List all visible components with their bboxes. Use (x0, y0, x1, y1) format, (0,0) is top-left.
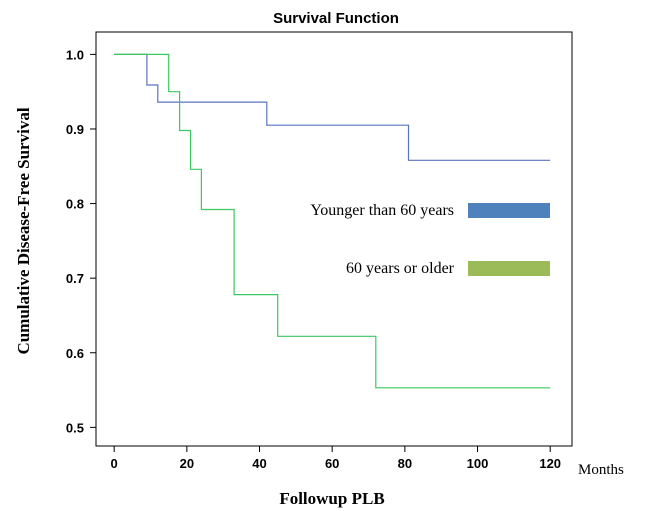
y-axis: 0.5 0.6 0.7 0.8 0.9 1.0 (66, 47, 96, 435)
x-axis-unit: Months (578, 462, 624, 478)
x-axis-label: Followup PLB (279, 489, 384, 508)
x-tick-label: 100 (467, 456, 489, 471)
y-tick-label: 0.6 (66, 346, 84, 361)
legend-swatch-0 (468, 203, 550, 218)
legend-label-1: 60 years or older (346, 260, 455, 277)
y-tick-label: 0.9 (66, 122, 84, 137)
x-tick-label: 40 (252, 456, 266, 471)
legend-swatch-1 (468, 261, 550, 276)
series-line-0 (114, 53, 551, 161)
series-line-1 (114, 53, 551, 389)
x-axis: 0 20 40 60 80 100 120 (111, 446, 561, 471)
y-tick-label: 0.8 (66, 197, 84, 212)
y-tick-label: 0.5 (66, 420, 84, 435)
x-tick-label: 0 (111, 456, 118, 471)
legend-label-0: Younger than 60 years (310, 202, 454, 219)
y-tick-label: 1.0 (66, 47, 84, 62)
x-tick-label: 80 (398, 456, 412, 471)
plot-area (95, 31, 573, 447)
series-layer (114, 53, 551, 389)
x-tick-label: 60 (325, 456, 339, 471)
y-tick-label: 0.7 (66, 271, 84, 286)
chart-title: Survival Function (273, 10, 399, 27)
y-axis-label: Cumulative Disease-Free Survival (14, 107, 33, 354)
legend: Younger than 60 years 60 years or older (310, 202, 550, 277)
x-tick-label: 20 (180, 456, 194, 471)
x-tick-label: 120 (539, 456, 561, 471)
